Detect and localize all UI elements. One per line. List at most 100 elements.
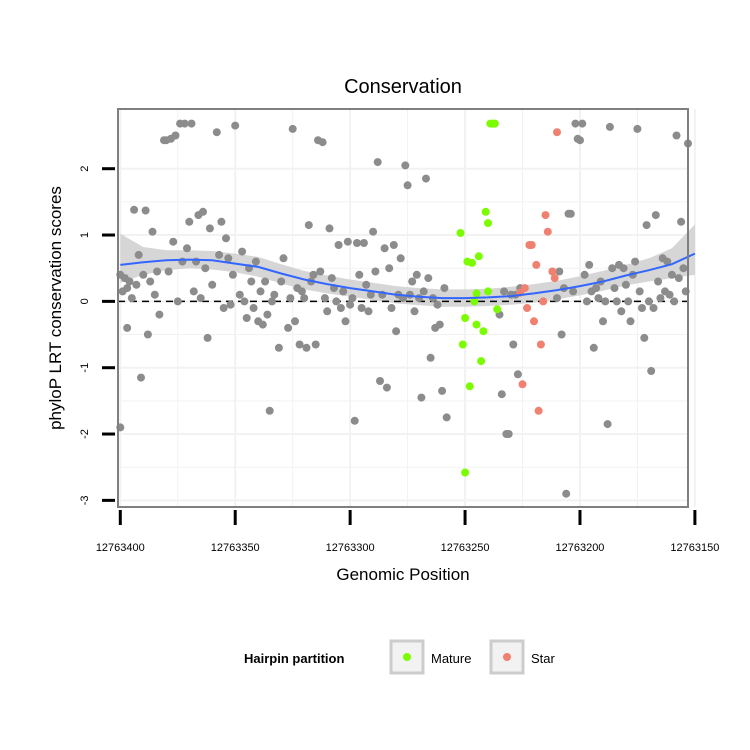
point-other bbox=[304, 221, 313, 230]
point-other bbox=[679, 264, 688, 273]
point-star bbox=[548, 267, 557, 276]
point-other bbox=[348, 294, 357, 303]
point-other bbox=[670, 297, 679, 306]
point-other bbox=[369, 227, 378, 236]
point-mature bbox=[472, 320, 481, 329]
point-star bbox=[541, 211, 550, 220]
point-other bbox=[355, 270, 364, 279]
point-other bbox=[608, 264, 617, 273]
point-other bbox=[263, 310, 272, 319]
point-other bbox=[353, 239, 361, 247]
point-other bbox=[247, 277, 256, 286]
point-mature bbox=[458, 340, 467, 349]
point-star bbox=[536, 340, 545, 349]
point-other bbox=[231, 121, 240, 130]
point-other bbox=[187, 119, 196, 128]
point-other bbox=[373, 158, 382, 167]
x-tick-label: 12763400 bbox=[96, 542, 145, 554]
point-other bbox=[183, 244, 191, 253]
legend-key-mature bbox=[403, 653, 411, 661]
point-other bbox=[208, 280, 217, 289]
point-other bbox=[589, 343, 598, 352]
point-other bbox=[268, 297, 276, 306]
point-other bbox=[435, 320, 444, 329]
point-other bbox=[173, 297, 182, 306]
point-other bbox=[150, 290, 159, 299]
point-other bbox=[408, 277, 417, 286]
point-other bbox=[674, 274, 683, 283]
point-mature bbox=[484, 219, 492, 228]
point-other bbox=[513, 370, 522, 379]
legend-title: Hairpin partition bbox=[244, 651, 344, 666]
y-axis: -3 -2 -1 0 1 2 bbox=[79, 166, 115, 505]
point-star bbox=[539, 297, 548, 306]
point-other bbox=[672, 131, 681, 140]
point-other bbox=[582, 297, 591, 306]
point-star bbox=[553, 128, 561, 137]
point-other bbox=[325, 224, 334, 233]
point-other bbox=[134, 250, 143, 259]
point-other bbox=[146, 277, 155, 286]
point-other bbox=[396, 254, 405, 263]
point-star bbox=[520, 284, 529, 293]
plot-panel bbox=[118, 109, 688, 507]
point-other bbox=[238, 247, 247, 256]
point-other bbox=[644, 297, 653, 306]
point-other bbox=[323, 307, 332, 316]
point-other bbox=[346, 300, 355, 309]
point-other bbox=[284, 323, 293, 332]
point-other bbox=[610, 284, 619, 293]
point-other bbox=[599, 317, 607, 326]
point-other bbox=[585, 260, 594, 269]
x-tick-label: 12763200 bbox=[555, 542, 604, 554]
point-mature bbox=[465, 382, 474, 391]
point-other bbox=[371, 267, 380, 276]
point-mature bbox=[484, 287, 492, 296]
point-other bbox=[566, 209, 575, 218]
point-star bbox=[550, 274, 559, 283]
point-other bbox=[649, 304, 658, 312]
point-other bbox=[212, 128, 221, 137]
point-other bbox=[553, 294, 561, 303]
confidence-band bbox=[120, 224, 695, 307]
point-other bbox=[497, 390, 506, 399]
point-other bbox=[426, 353, 435, 362]
point-other bbox=[242, 314, 251, 322]
point-other bbox=[309, 270, 318, 279]
point-mature bbox=[493, 305, 502, 314]
point-other bbox=[440, 284, 449, 293]
grid bbox=[118, 109, 696, 507]
point-mature bbox=[461, 314, 470, 322]
point-other bbox=[226, 300, 235, 309]
point-other bbox=[217, 217, 226, 226]
point-other bbox=[557, 330, 566, 339]
point-other bbox=[203, 333, 212, 342]
point-other bbox=[205, 224, 214, 233]
point-mature bbox=[472, 289, 481, 298]
point-mature bbox=[490, 119, 499, 128]
y-tick-label: -3 bbox=[79, 495, 91, 505]
point-other bbox=[320, 294, 329, 303]
point-other bbox=[571, 119, 580, 128]
point-other bbox=[339, 287, 348, 296]
point-other bbox=[562, 489, 571, 498]
point-other bbox=[291, 317, 299, 326]
point-other bbox=[201, 264, 210, 273]
legend-label-mature: Mature bbox=[431, 651, 471, 666]
point-other bbox=[148, 227, 157, 236]
point-other bbox=[580, 270, 589, 279]
point-other bbox=[343, 237, 352, 246]
point-other bbox=[311, 340, 320, 349]
point-other bbox=[389, 241, 398, 249]
point-other bbox=[635, 287, 644, 296]
point-other bbox=[640, 333, 649, 342]
point-other bbox=[141, 206, 150, 215]
point-other bbox=[288, 124, 297, 133]
point-other bbox=[286, 294, 295, 303]
point-other bbox=[219, 304, 228, 312]
point-star bbox=[527, 241, 536, 249]
point-other bbox=[555, 267, 564, 276]
point-other bbox=[442, 413, 451, 422]
point-other bbox=[631, 257, 640, 266]
